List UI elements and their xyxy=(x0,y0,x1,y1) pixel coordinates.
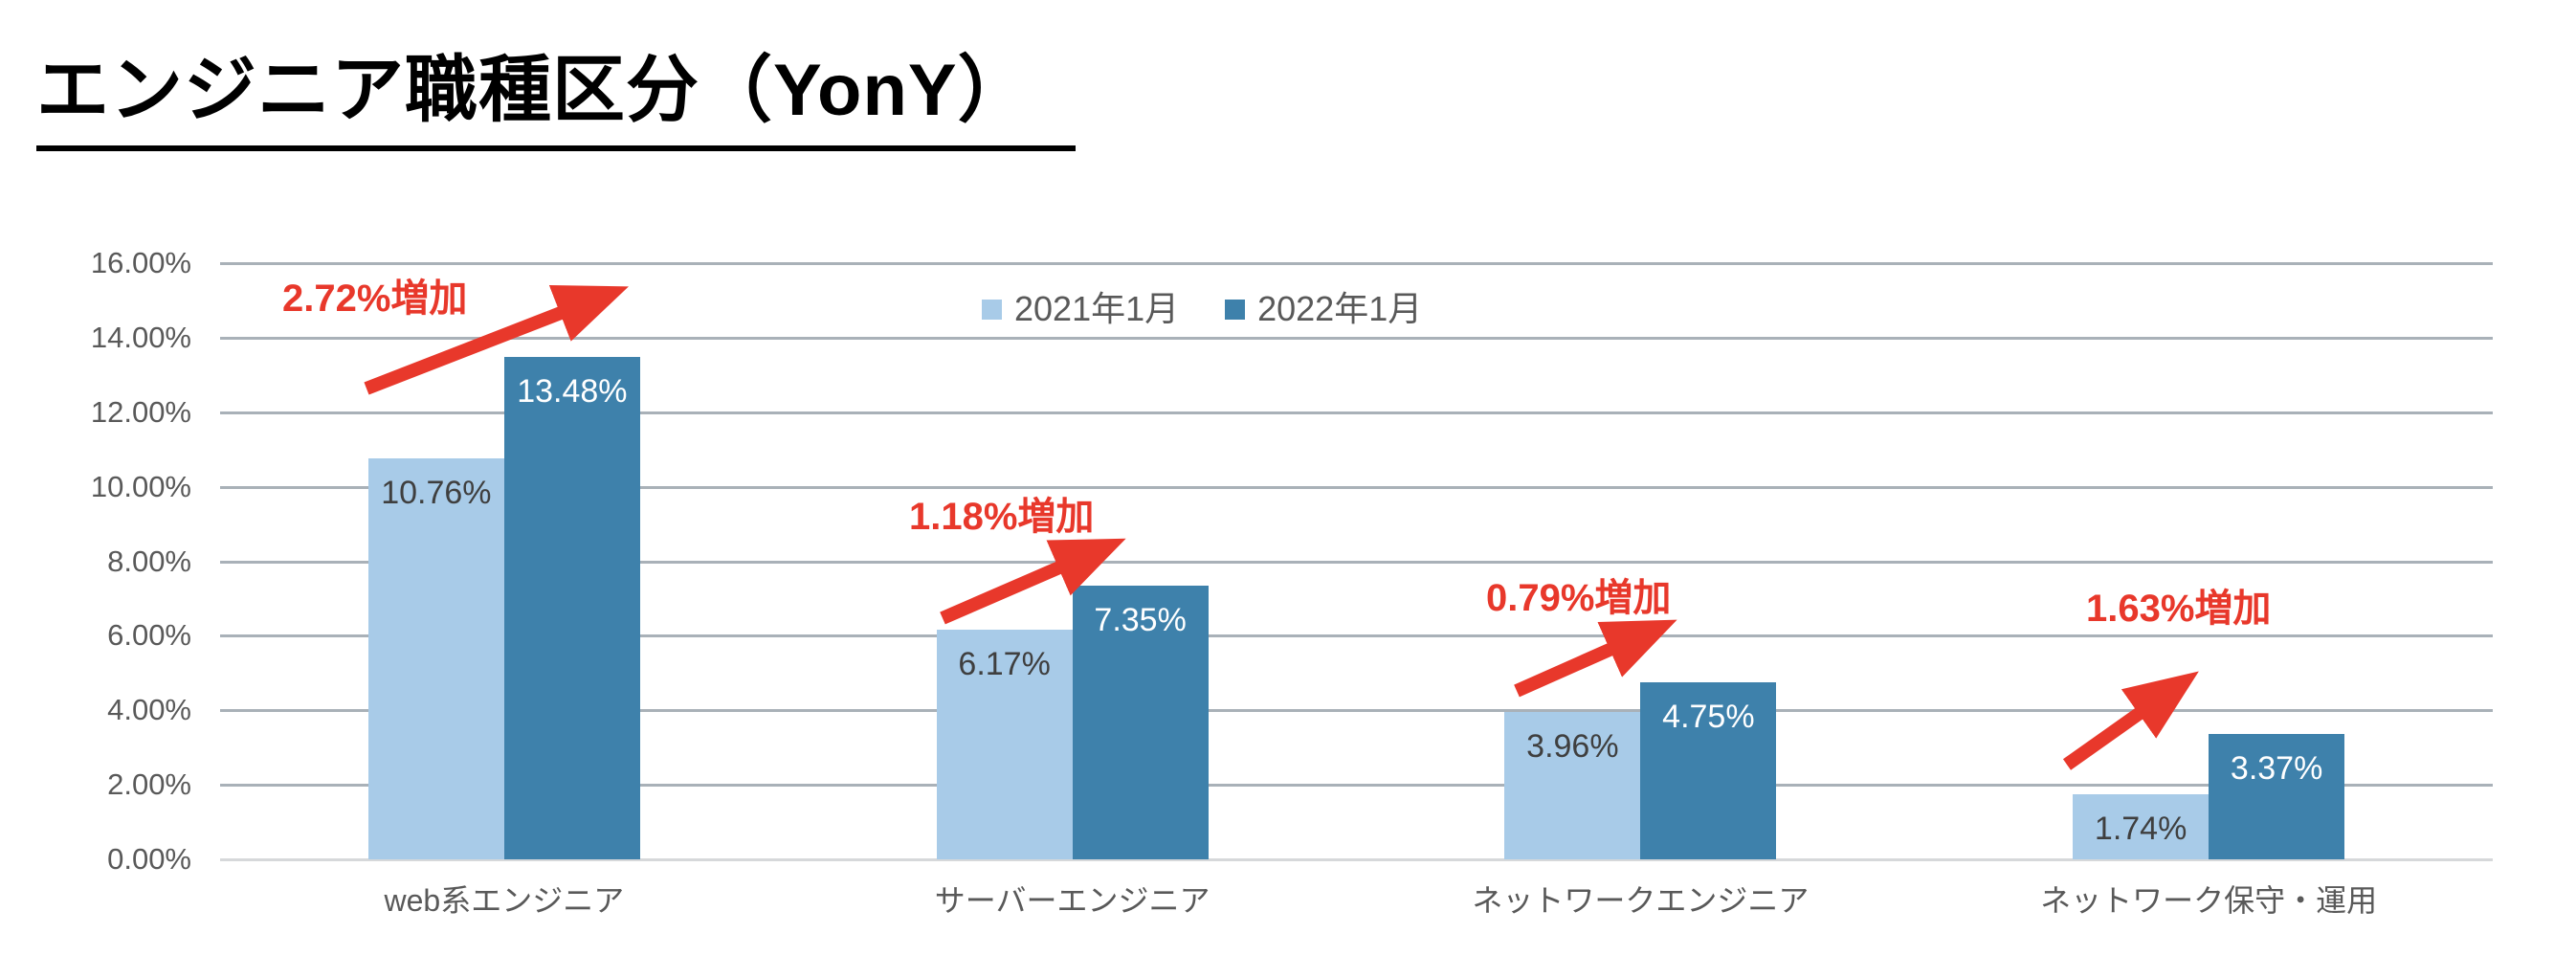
y-axis-tick-label: 14.00% xyxy=(90,320,191,354)
legend-item-0: 2021年1月 xyxy=(982,288,1179,330)
bar-series0-cat2 xyxy=(1504,711,1641,859)
y-axis-tick-label: 12.00% xyxy=(90,394,191,429)
gridline-4.00% xyxy=(220,709,2493,713)
bar-series1-cat3 xyxy=(2209,733,2345,859)
bar-label-series1-cat3: 3.37% xyxy=(2230,749,2323,787)
gridline-2.00% xyxy=(220,784,2493,788)
bar-series1-cat0 xyxy=(503,357,640,859)
gridline-16.00% xyxy=(220,262,2493,265)
increase-arrow-3 xyxy=(2062,671,2199,770)
y-axis-tick-label: 6.00% xyxy=(107,618,191,653)
legend-label-0: 2021年1月 xyxy=(1014,289,1180,328)
increase-annotation-3: 1.63%増加 xyxy=(2086,588,2272,630)
category-label-1: サーバーエンジニア xyxy=(934,883,1210,918)
bar-series0-cat0 xyxy=(367,458,504,859)
bar-label-series1-cat2: 4.75% xyxy=(1662,699,1755,736)
legend-swatch-1 xyxy=(1225,299,1246,320)
gridline-12.00% xyxy=(220,411,2493,414)
increase-annotation-1: 1.18%増加 xyxy=(909,496,1095,538)
bar-label-series1-cat1: 7.35% xyxy=(1094,601,1187,638)
y-axis-tick-label: 8.00% xyxy=(107,544,191,578)
legend: 2021年1月 2022年1月 xyxy=(982,288,1422,330)
category-label-0: web系エンジニア xyxy=(384,883,625,918)
category-label-2: ネットワークエンジニア xyxy=(1472,883,1810,918)
bar-label-series1-cat0: 13.48% xyxy=(517,373,628,411)
legend-swatch-0 xyxy=(982,299,1002,320)
bar-label-series0-cat1: 6.17% xyxy=(958,645,1051,682)
gridline-14.00% xyxy=(220,336,2493,340)
page-title: エンジニア職種区分（YonY） xyxy=(36,48,1076,151)
gridline-6.00% xyxy=(220,634,2493,638)
y-axis-tick-label: 2.00% xyxy=(107,767,191,802)
category-label-3: ネットワーク保守・運用 xyxy=(2040,883,2378,918)
bar-series0-cat1 xyxy=(936,629,1073,859)
gridline-0.00% xyxy=(220,858,2493,861)
increase-annotation-2: 0.79%増加 xyxy=(1486,577,1672,619)
bar-series0-cat3 xyxy=(2073,794,2210,859)
y-axis-tick-label: 0.00% xyxy=(107,842,191,876)
legend-item-1: 2022年1月 xyxy=(1225,288,1422,330)
y-axis-tick-label: 4.00% xyxy=(107,693,191,727)
y-axis-tick-label: 10.00% xyxy=(90,469,191,503)
bar-series1-cat1 xyxy=(1072,585,1209,859)
bar-label-series0-cat2: 3.96% xyxy=(1526,727,1619,765)
bar-label-series0-cat0: 10.76% xyxy=(381,475,492,512)
increase-annotation-0: 2.72%増加 xyxy=(282,278,468,320)
y-axis-tick-label: 16.00% xyxy=(90,246,191,279)
gridline-10.00% xyxy=(220,485,2493,489)
legend-label-1: 2022年1月 xyxy=(1257,289,1423,328)
bar-series1-cat2 xyxy=(1640,682,1777,859)
gridline-8.00% xyxy=(220,560,2493,564)
bar-label-series0-cat3: 1.74% xyxy=(2094,811,2187,848)
